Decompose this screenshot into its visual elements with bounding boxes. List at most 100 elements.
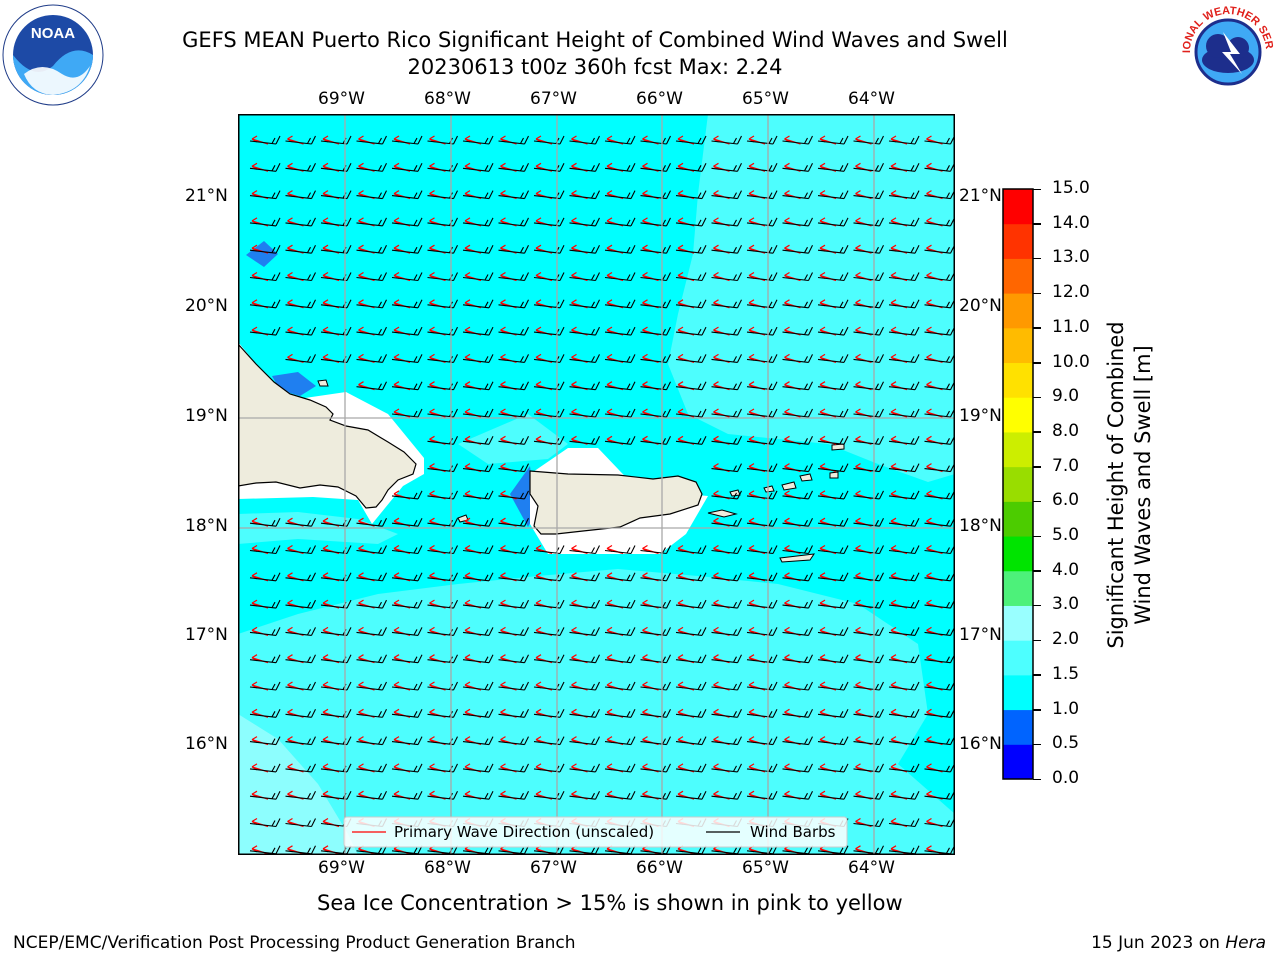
colorbar-tick-mark — [1033, 327, 1041, 329]
wind-barb — [675, 736, 707, 746]
wind-barb — [782, 709, 813, 718]
wind-barb — [604, 763, 636, 773]
wind-barb — [462, 517, 494, 527]
wind-barb — [498, 408, 529, 418]
wind-barb — [746, 654, 778, 664]
colorbar-tick-label: 11.0 — [1052, 316, 1090, 337]
wind-barb — [391, 627, 423, 636]
wind-barb — [746, 408, 778, 418]
wind-barb — [391, 217, 423, 227]
colorbar-segment — [1003, 570, 1033, 606]
wind-barb — [498, 790, 529, 800]
wind-barb — [817, 299, 849, 309]
wind-barb — [817, 763, 849, 773]
wind-barb — [888, 381, 920, 391]
island — [317, 379, 329, 387]
wind-barb — [498, 736, 529, 746]
wind-barb — [498, 326, 529, 336]
wind-barb — [853, 217, 884, 227]
wind-barb — [356, 654, 387, 664]
wind-barb — [462, 490, 494, 500]
wind-barb — [391, 709, 423, 718]
wind-barb — [462, 326, 494, 336]
colorbar-segment — [1003, 709, 1033, 745]
wind-barb — [711, 545, 742, 555]
wind-barb — [817, 681, 849, 691]
colorbar — [1002, 188, 1034, 780]
colorbar-tick-label: 12.0 — [1052, 282, 1090, 303]
wind-barb — [356, 599, 387, 609]
wind-barb — [746, 436, 778, 445]
colorbar-tick-label: 10.0 — [1052, 351, 1090, 372]
wind-barb — [569, 244, 600, 254]
wind-barb — [249, 244, 281, 254]
wind-barb — [498, 572, 529, 582]
island — [831, 443, 845, 451]
colorbar-tick-label: 5.0 — [1052, 525, 1080, 546]
wind-barb — [817, 408, 849, 418]
wind-barb — [888, 299, 920, 309]
wind-barb — [853, 599, 884, 609]
lon-label: 68°W — [424, 89, 471, 109]
wind-barb — [604, 354, 636, 363]
lat-label: 21°N — [185, 186, 228, 206]
wind-barb — [604, 654, 636, 664]
wind-barb — [498, 135, 529, 145]
wind-barb — [462, 709, 494, 718]
wind-barb — [817, 244, 849, 254]
wind-barb — [285, 627, 316, 636]
wind-barb — [285, 572, 316, 582]
wind-barb — [391, 408, 423, 418]
wind-barb — [249, 217, 281, 227]
wind-barb — [675, 217, 707, 227]
wind-barb — [604, 217, 636, 227]
wind-barb — [249, 709, 281, 718]
map-grid — [238, 114, 955, 855]
wind-barb — [782, 572, 813, 582]
wind-barb — [817, 381, 849, 391]
wind-barb — [746, 599, 778, 609]
wind-barb — [285, 517, 316, 527]
wind-barb — [285, 818, 316, 828]
noaa-logo-text: NOAA — [31, 25, 75, 42]
wind-barb — [675, 709, 707, 718]
wind-barb — [675, 163, 707, 172]
wind-barb — [285, 299, 316, 309]
wind-barb — [817, 736, 849, 746]
wind-barb — [853, 517, 884, 527]
wind-barb — [853, 163, 884, 172]
wind-barb — [391, 163, 423, 172]
wind-barb — [498, 763, 529, 773]
wind-barb — [285, 545, 316, 555]
wind-barb — [498, 217, 529, 227]
wind-barb — [817, 709, 849, 718]
wind-barb — [249, 818, 281, 828]
wind-barb — [569, 190, 600, 200]
wind-barb — [675, 681, 707, 691]
wind-barb — [711, 599, 742, 609]
wind-barb — [569, 436, 600, 445]
wind-barb — [285, 135, 316, 145]
lat-label: 18°N — [959, 516, 1002, 536]
wind-barb — [853, 463, 884, 473]
wind-barb — [249, 163, 281, 172]
colorbar-tick-mark — [1033, 257, 1041, 260]
lon-label: 69°W — [318, 858, 365, 878]
wind-barb — [391, 354, 423, 363]
wind-barb — [675, 572, 707, 582]
wind-barb — [462, 244, 494, 254]
wind-barb — [746, 299, 778, 309]
wind-barb — [782, 244, 813, 254]
wind-barb — [569, 736, 600, 746]
wind-barb — [498, 163, 529, 172]
wind-barb — [249, 627, 281, 636]
wind-barb — [569, 681, 600, 691]
colorbar-tick-mark — [1033, 396, 1041, 399]
island — [707, 509, 738, 518]
colorbar-tick-label: 15.0 — [1052, 178, 1090, 198]
wind-barb — [462, 135, 494, 145]
wind-barb — [249, 272, 281, 282]
footer-date: 15 Jun 2023 on — [1091, 933, 1226, 953]
lon-label: 65°W — [742, 858, 789, 878]
wind-barb — [675, 272, 707, 282]
